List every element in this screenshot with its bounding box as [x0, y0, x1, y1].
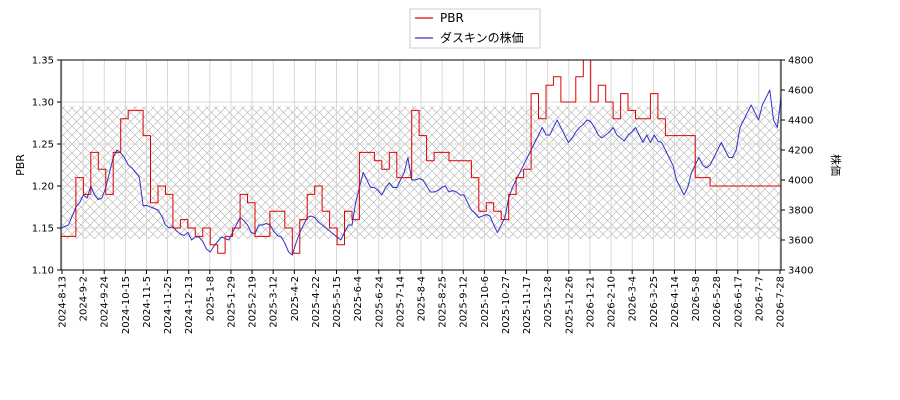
series-lines: [61, 60, 781, 256]
y-left-tick-label: 1.25: [32, 140, 54, 151]
x-tick-label: 2025-5-15: [332, 276, 343, 328]
y-right-tick-label: 3800: [788, 206, 813, 217]
x-tick-label: 2025-8-4: [417, 276, 428, 321]
x-tick-label: 2025-10-6: [480, 276, 491, 328]
x-tick-label: 2026-6-17: [733, 276, 744, 328]
right-axis: 3400 3600 3800 4000 4200 4400 4600 4800: [781, 56, 813, 277]
x-tick-label: 2026-2-10: [607, 276, 618, 328]
x-tick-label: 2024-12-13: [184, 276, 195, 334]
y-right-tick-label: 4000: [788, 176, 813, 187]
x-tick-label: 2024-8-13: [58, 276, 69, 328]
x-tick-label: 2025-6-24: [374, 276, 385, 328]
x-tick-label: 2026-3-25: [649, 276, 660, 328]
y-right-tick-label: 4400: [788, 116, 813, 127]
x-tick-label: 2026-4-14: [670, 276, 681, 328]
legend-pbr-label: PBR: [440, 11, 464, 25]
x-tick-label: 2024-10-15: [121, 276, 132, 334]
x-tick-label: 2025-1-29: [226, 276, 237, 328]
price-series-line: [61, 89, 781, 256]
y-right-tick-label: 3400: [788, 266, 813, 277]
x-tick-label: 2025-12-8: [543, 276, 554, 328]
legend: PBR ダスキンの株価: [409, 8, 541, 49]
y-right-tick-label: 4200: [788, 146, 813, 157]
x-tick-label: 2025-2-19: [248, 276, 259, 328]
y-left-tick-label: 1.15: [32, 224, 54, 235]
y-right-tick-label: 4800: [788, 56, 813, 67]
x-tick-label: 2026-7-7: [754, 276, 765, 321]
y-right-tick-label: 4600: [788, 86, 813, 97]
x-tick-label: 2025-6-4: [353, 276, 364, 321]
y-right-tick-label: 3600: [788, 236, 813, 247]
x-tick-label: 2025-12-26: [564, 276, 575, 334]
x-tick-label: 2024-11-25: [163, 276, 174, 334]
x-tick-label: 2025-8-25: [438, 276, 449, 328]
y-left-tick-label: 1.35: [32, 56, 54, 67]
x-tick-label: 2024-9-24: [100, 276, 111, 328]
x-tick-label: 2025-10-27: [501, 276, 512, 334]
legend-price-label: ダスキンの株価: [440, 30, 524, 45]
x-axis: 2024-8-13 2024-9-2 2024-9-24 2024-10-15 2024…: [58, 270, 787, 334]
x-tick-label: 2025-3-12: [269, 276, 280, 328]
y-left-tick-label: 1.30: [32, 98, 54, 109]
right-axis-label: 株価: [829, 154, 843, 176]
y-left-tick-label: 1.20: [32, 182, 54, 193]
x-tick-label: 2025-11-17: [522, 276, 533, 334]
x-tick-label: 2024-11-5: [142, 276, 153, 328]
left-axis-label: PBR: [14, 154, 27, 176]
x-tick-label: 2025-4-22: [311, 276, 322, 328]
x-tick-label: 2025-7-14: [395, 276, 406, 328]
x-tick-label: 2026-1-21: [585, 276, 596, 328]
x-tick-label: 2026-5-28: [712, 276, 723, 328]
x-tick-label: 2026-7-28: [776, 276, 787, 328]
left-axis: 1.10 1.15 1.20 1.25 1.30 1.35: [32, 56, 61, 277]
pbr-series-line: [61, 60, 781, 254]
legend-box: [409, 8, 541, 49]
y-left-tick-label: 1.10: [32, 266, 54, 277]
x-tick-label: 2024-9-2: [79, 276, 90, 321]
x-tick-label: 2025-9-12: [459, 276, 470, 328]
x-tick-label: 2026-3-4: [628, 276, 639, 321]
x-tick-label: 2026-5-8: [691, 276, 702, 321]
x-tick-label: 2025-4-2: [290, 276, 301, 321]
x-tick-label: 2025-1-8: [205, 276, 216, 321]
